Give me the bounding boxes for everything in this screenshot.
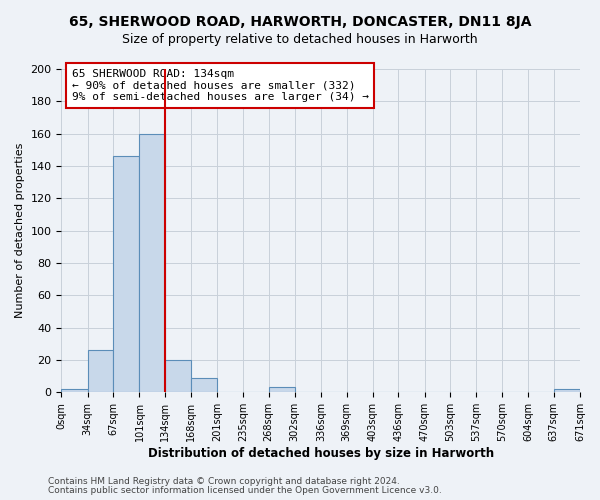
Text: Contains HM Land Registry data © Crown copyright and database right 2024.: Contains HM Land Registry data © Crown c… [48, 477, 400, 486]
Text: Contains public sector information licensed under the Open Government Licence v3: Contains public sector information licen… [48, 486, 442, 495]
Bar [88, 350, 113, 393]
Bar [269, 388, 295, 392]
Text: Size of property relative to detached houses in Harworth: Size of property relative to detached ho… [122, 32, 478, 46]
Text: 65, SHERWOOD ROAD, HARWORTH, DONCASTER, DN11 8JA: 65, SHERWOOD ROAD, HARWORTH, DONCASTER, … [69, 15, 531, 29]
Bar [554, 389, 580, 392]
Bar [139, 134, 165, 392]
Bar [61, 389, 88, 392]
Text: 65 SHERWOOD ROAD: 134sqm
← 90% of detached houses are smaller (332)
9% of semi-d: 65 SHERWOOD ROAD: 134sqm ← 90% of detach… [72, 69, 369, 102]
Y-axis label: Number of detached properties: Number of detached properties [15, 143, 25, 318]
Bar [191, 378, 217, 392]
X-axis label: Distribution of detached houses by size in Harworth: Distribution of detached houses by size … [148, 447, 494, 460]
Bar [165, 360, 191, 392]
Bar [113, 156, 139, 392]
